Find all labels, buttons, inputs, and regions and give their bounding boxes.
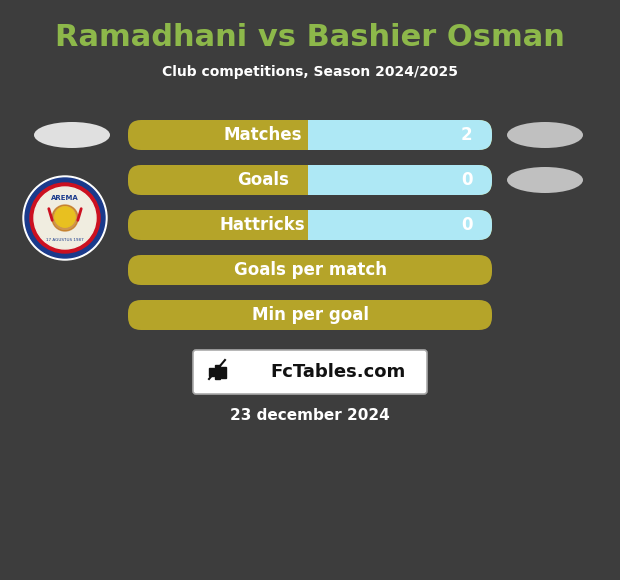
FancyBboxPatch shape — [308, 210, 492, 240]
Circle shape — [25, 178, 105, 258]
FancyBboxPatch shape — [193, 350, 427, 394]
Circle shape — [34, 187, 96, 249]
FancyArrowPatch shape — [78, 209, 81, 220]
Text: Club competitions, Season 2024/2025: Club competitions, Season 2024/2025 — [162, 65, 458, 79]
Circle shape — [23, 176, 107, 260]
Ellipse shape — [507, 122, 583, 148]
Ellipse shape — [507, 167, 583, 193]
Text: Min per goal: Min per goal — [252, 306, 368, 324]
Text: 2: 2 — [461, 126, 472, 144]
Text: Ramadhani vs Bashier Osman: Ramadhani vs Bashier Osman — [55, 24, 565, 53]
Ellipse shape — [34, 122, 110, 148]
FancyBboxPatch shape — [128, 120, 492, 150]
Circle shape — [30, 183, 100, 253]
FancyBboxPatch shape — [128, 210, 492, 240]
FancyBboxPatch shape — [308, 165, 492, 195]
Text: Goals per match: Goals per match — [234, 261, 386, 279]
Circle shape — [55, 207, 75, 227]
Bar — [208, 368, 213, 376]
Bar — [308, 165, 323, 195]
Bar — [308, 120, 323, 150]
FancyBboxPatch shape — [128, 165, 492, 195]
FancyBboxPatch shape — [128, 255, 492, 285]
Text: Goals: Goals — [237, 171, 289, 189]
Bar — [221, 367, 226, 378]
Text: 23 december 2024: 23 december 2024 — [230, 408, 390, 422]
FancyBboxPatch shape — [128, 300, 492, 330]
Circle shape — [55, 207, 75, 227]
Text: 17 AGUSTUS 1987: 17 AGUSTUS 1987 — [46, 238, 84, 242]
Circle shape — [52, 205, 78, 231]
Bar — [308, 210, 323, 240]
Text: 0: 0 — [461, 216, 472, 234]
Bar — [215, 365, 219, 379]
Text: AREMA: AREMA — [51, 195, 79, 201]
Text: FcTables.com: FcTables.com — [270, 363, 405, 381]
Text: Matches: Matches — [223, 126, 302, 144]
Text: Hattricks: Hattricks — [220, 216, 306, 234]
FancyBboxPatch shape — [308, 120, 492, 150]
Text: 0: 0 — [461, 171, 472, 189]
FancyArrowPatch shape — [49, 209, 52, 220]
